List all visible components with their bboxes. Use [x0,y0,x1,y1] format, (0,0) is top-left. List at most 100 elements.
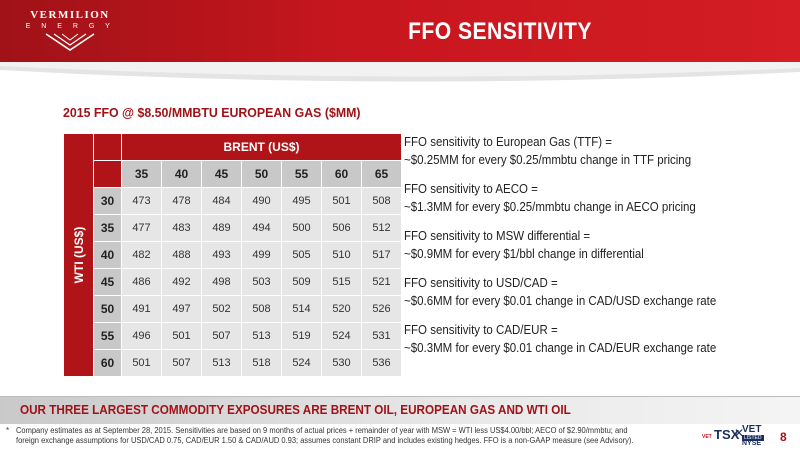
brent-price-header: 65 [361,160,402,188]
stock-exchange-logos: VET TSX ✕ VET LISTED NYSE [702,423,780,448]
ffo-value-cell: 508 [361,187,402,215]
sensitivity-detail: ~$0.3MM for every $0.01 change in CAD/EU… [404,341,717,355]
sensitivity-detail: ~$0.25MM for every $0.25/mmbtu change in… [404,153,692,167]
column-header-row: 35 40 45 50 55 60 65 [64,160,402,188]
ffo-value-cell: 512 [361,214,402,242]
brent-price-header: 60 [321,160,362,188]
ffo-value-cell: 478 [161,187,202,215]
ffo-value-cell: 483 [161,214,202,242]
sensitivity-detail: ~$1.3MM for every $0.25/mmbtu change in … [404,200,696,214]
ffo-value-cell: 492 [161,268,202,296]
ffo-value-cell: 500 [281,214,322,242]
ffo-value-cell: 488 [161,241,202,269]
sensitivity-title: FFO sensitivity to European Gas (TTF) = [404,135,613,149]
wti-price-header: 50 [93,295,122,323]
sensitivity-title: FFO sensitivity to AECO = [404,182,538,196]
listed-badge: LISTED [742,435,764,441]
footnote-line: Company estimates as at September 28, 20… [16,426,628,435]
wti-price-header: 40 [93,241,122,269]
table-row: 55 496 501 507 513 519 524 531 [64,322,402,350]
sensitivity-title: FFO sensitivity to MSW differential = [404,229,591,243]
ffo-value-cell: 495 [281,187,322,215]
header-swoosh [0,62,800,82]
ffo-value-cell: 508 [241,295,282,323]
table-row: 40 482 488 493 499 505 510 517 [64,241,402,269]
ffo-value-cell: 502 [201,295,242,323]
brent-price-header: 40 [161,160,202,188]
list-item: FFO sensitivity to AECO = ~$1.3MM for ev… [404,180,784,216]
table-row: 50 491 497 502 508 514 520 526 [64,295,402,323]
ffo-value-cell: 503 [241,268,282,296]
brent-axis-header: BRENT (US$) [121,133,402,161]
footnote-line: foreign exchange assumptions for USD/CAD… [16,436,634,445]
page-number: 8 [780,430,787,444]
ffo-value-cell: 514 [281,295,322,323]
ticker-small: VET [702,434,712,440]
ffo-value-cell: 530 [321,349,362,377]
wti-price-header: 45 [93,268,122,296]
ffo-value-cell: 505 [281,241,322,269]
ffo-value-cell: 521 [361,268,402,296]
wti-axis-label: WTI (US$) [71,226,86,284]
list-item: FFO sensitivity to European Gas (TTF) = … [404,133,784,169]
sensitivity-detail: ~$0.9MM for every $1/bbl change in diffe… [404,247,644,261]
ffo-value-cell: 524 [281,349,322,377]
ffo-value-cell: 496 [121,322,162,350]
wti-price-header: 55 [93,322,122,350]
ffo-value-cell: 482 [121,241,162,269]
logo-wordmark: VERMILION [30,9,110,21]
ffo-value-cell: 517 [361,241,402,269]
table-row: 45 486 492 498 503 509 515 521 [64,268,402,296]
ffo-value-cell: 491 [121,295,162,323]
footnote-marker: * [6,426,10,435]
brent-price-header: 55 [281,160,322,188]
ffo-value-cell: 493 [201,241,242,269]
logo-subtext: E N E R G Y [25,23,115,30]
ffo-value-cell: 515 [321,268,362,296]
ffo-value-cell: 501 [121,349,162,377]
table-row: 35 477 483 489 494 500 506 512 [64,214,402,242]
key-message-banner: OUR THREE LARGEST COMMODITY EXPOSURES AR… [0,396,800,424]
brent-price-header: 35 [121,160,162,188]
sensitivity-title: FFO sensitivity to CAD/EUR = [404,323,558,337]
ffo-value-cell: 506 [321,214,362,242]
sensitivity-title: FFO sensitivity to USD/CAD = [404,276,558,290]
table-corner [93,133,122,161]
ffo-value-cell: 497 [161,295,202,323]
sensitivity-detail: ~$0.6MM for every $0.01 change in CAD/US… [404,294,717,308]
list-item: FFO sensitivity to CAD/EUR = ~$0.3MM for… [404,321,784,357]
header-banner: VERMILION E N E R G Y FFO SENSITIVITY [0,0,800,66]
ffo-value-cell: 477 [121,214,162,242]
footnote: * Company estimates as at September 28, … [6,426,726,446]
table-subtitle: 2015 FFO @ $8.50/MMBTU EUROPEAN GAS ($MM… [63,105,361,120]
list-item: FFO sensitivity to MSW differential = ~$… [404,227,784,263]
sensitivity-table: WTI (US$) BRENT (US$) 35 40 45 50 55 60 … [63,133,402,377]
company-logo: VERMILION E N E R G Y [20,6,120,60]
page-title: FFO SENSITIVITY [408,18,592,45]
table-row: 30 473 478 484 490 495 501 508 [64,187,402,215]
key-message-text: OUR THREE LARGEST COMMODITY EXPOSURES AR… [20,402,571,417]
wti-price-header: 30 [93,187,122,215]
wti-price-header: 60 [93,349,122,377]
logo-emblem-icon [45,33,95,51]
brent-price-header: 45 [201,160,242,188]
ffo-value-cell: 490 [241,187,282,215]
wti-price-header: 35 [93,214,122,242]
ffo-value-cell: 513 [241,322,282,350]
sensitivity-list: FFO sensitivity to European Gas (TTF) = … [404,133,784,368]
ffo-value-cell: 494 [241,214,282,242]
nyse-logo: NYSE [742,440,762,447]
brent-price-header: 50 [241,160,282,188]
ffo-value-cell: 501 [321,187,362,215]
ffo-value-cell: 531 [361,322,402,350]
ffo-value-cell: 499 [241,241,282,269]
ffo-value-cell: 513 [201,349,242,377]
table-row: 60 501 507 513 518 524 530 536 [64,349,402,377]
ffo-value-cell: 509 [281,268,322,296]
cross-icon: ✕ [734,426,745,440]
table-corner [93,160,122,188]
tsx-logo: TSX [714,427,740,442]
ffo-value-cell: 486 [121,268,162,296]
ffo-value-cell: 510 [321,241,362,269]
ffo-value-cell: 507 [161,349,202,377]
